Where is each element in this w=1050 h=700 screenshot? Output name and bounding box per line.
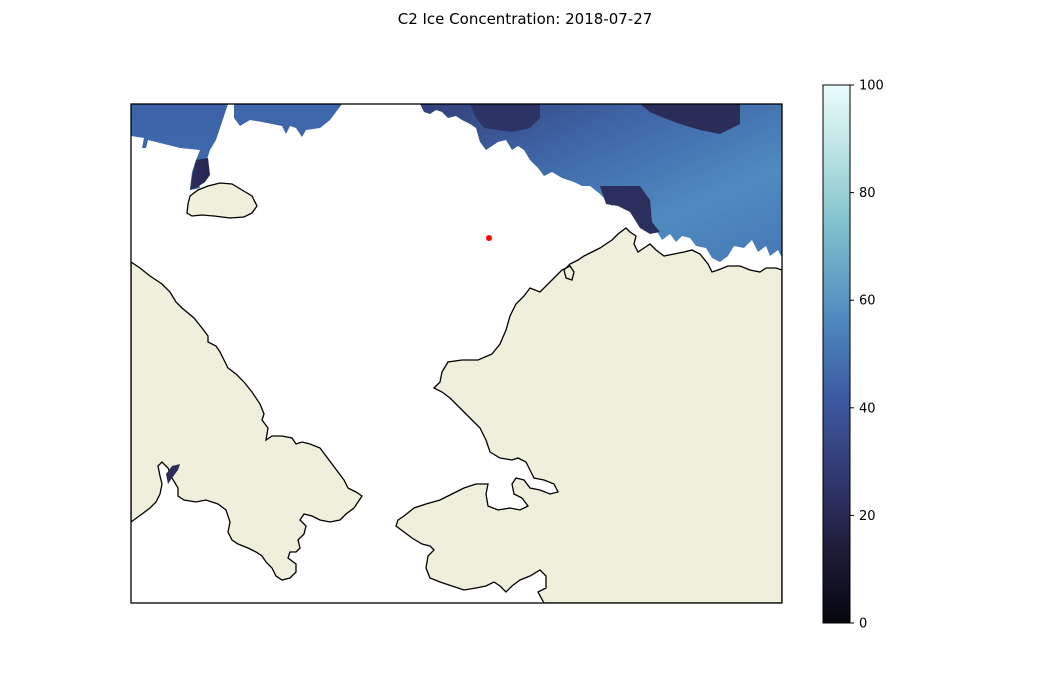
colorbar-tick-label-0: 0	[859, 617, 867, 632]
ice-patch-edge-dark	[600, 186, 660, 234]
colorbar-tick-label-60: 60	[859, 294, 876, 309]
colorbar-ticks: 0 20 40 60 80 100	[850, 79, 884, 632]
map-area	[131, 104, 782, 603]
station-marker	[486, 235, 492, 241]
colorbar-tick-label-40: 40	[859, 401, 876, 416]
colorbar-tick-label-80: 80	[859, 186, 876, 201]
land-west-inlet	[166, 464, 180, 484]
land-island	[186, 182, 258, 219]
colorbar: 0 20 40 60 80 100	[822, 79, 884, 632]
ice-patch-northeast-dark-2	[470, 104, 540, 132]
ice-patch-northwest	[131, 104, 228, 190]
ice-patch-northwest-dark	[190, 158, 210, 190]
chart-title: C2 Ice Concentration: 2018-07-27	[397, 10, 653, 28]
colorbar-gradient	[822, 84, 851, 624]
ice-patch-north	[234, 104, 342, 137]
colorbar-tick-label-100: 100	[859, 79, 884, 94]
land-east	[395, 227, 782, 603]
colorbar-tick-label-20: 20	[859, 509, 876, 524]
ice-patch-northeast-dark	[640, 104, 740, 134]
land-west	[131, 261, 363, 581]
map-frame	[130, 103, 783, 604]
ice-patch-northeast	[420, 104, 782, 262]
